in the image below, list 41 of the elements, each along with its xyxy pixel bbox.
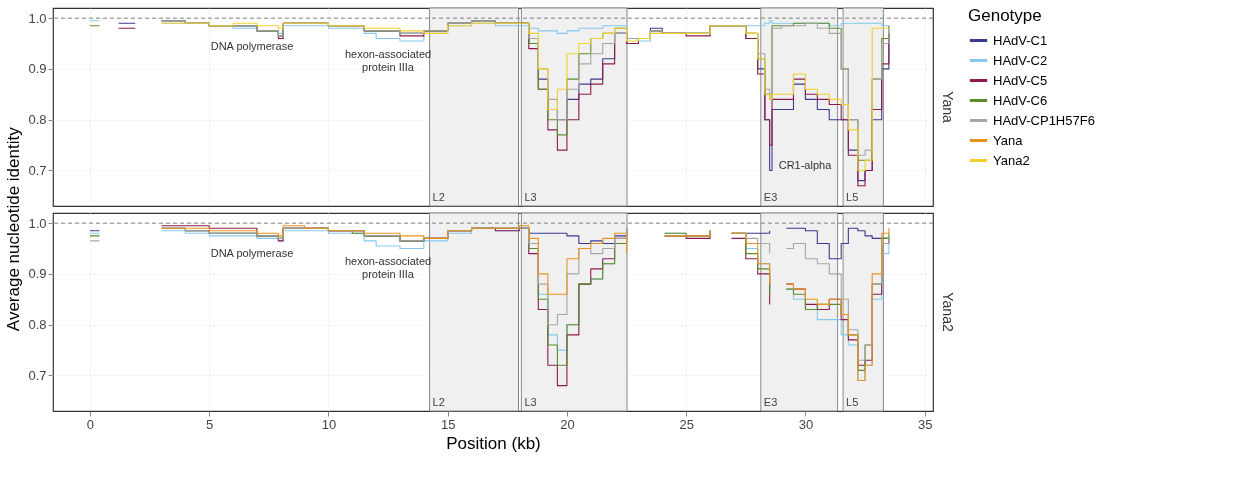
legend-label: Yana [993,132,1024,148]
x-tick-label: 5 [206,416,214,432]
annotation: DNA polymerase [210,247,294,259]
y-tick-label: 0.8 [28,112,47,128]
legend-label: HAdV-C6 [993,92,1048,108]
legend-label: HAdV-C1 [993,32,1048,48]
y-tick-label: 1.0 [28,10,47,26]
text: Yana [940,91,956,124]
y-axis-title: Average nucleotide identity [4,126,24,332]
x-tick-label: 15 [440,416,456,432]
y-tick-label: 0.9 [28,266,47,282]
band-label: L2 [432,191,445,203]
legend-title: Genotype [968,6,1042,25]
band-label: L2 [432,396,445,408]
annotation: CR1-alpha [778,159,833,171]
x-tick-label: 0 [86,416,95,432]
band-label: L5 [846,396,859,408]
legend-label: Yana2 [993,152,1030,168]
legend-label: HAdV-C5 [993,72,1048,88]
band-label: L3 [524,191,537,203]
x-tick-label: 25 [679,416,694,432]
y-tick-label: 0.8 [28,317,47,333]
x-tick-label: 20 [560,416,575,432]
band-label: E3 [763,191,778,203]
y-tick-label: 0.9 [28,61,47,77]
annotation: DNA polymerase [210,40,294,52]
y-tick-label: 0.7 [28,367,47,383]
x-tick-label: 10 [321,416,337,432]
annotation: hexon-associated protein IIIa [344,48,432,73]
legend-label: HAdV-CP1H57F6 [993,112,1095,128]
band-label: E3 [763,396,778,408]
legend-label: HAdV-C2 [993,52,1048,68]
y-tick-label: 0.7 [28,162,47,178]
x-axis-title: Position (kb) [446,433,541,453]
band-label: L5 [846,191,859,203]
x-tick-label: 35 [917,416,933,432]
text: Yana2 [940,292,956,332]
y-tick-label: 1.0 [28,215,47,231]
annotation: hexon-associated protein IIIa [344,255,432,280]
x-tick-label: 30 [798,416,814,432]
band-label: L3 [524,396,537,408]
